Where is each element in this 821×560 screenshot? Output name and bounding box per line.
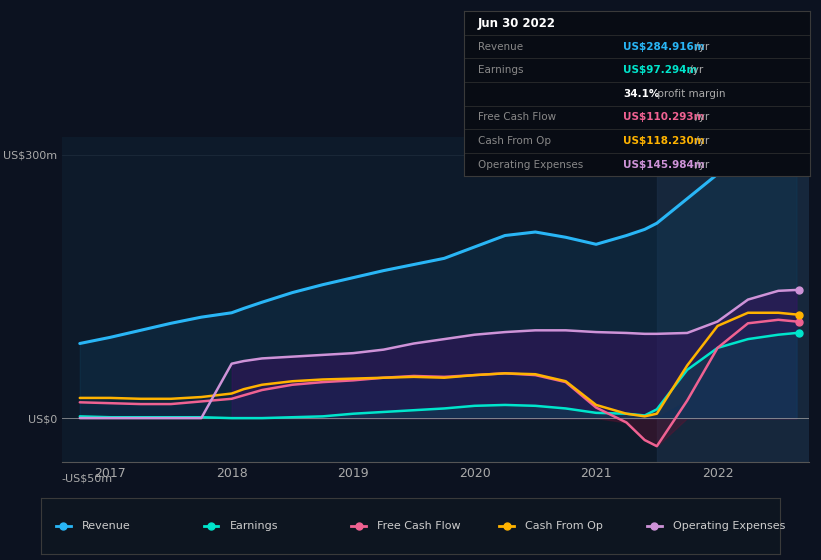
Text: Revenue: Revenue <box>478 41 523 52</box>
Text: profit margin: profit margin <box>654 89 726 99</box>
Text: Operating Expenses: Operating Expenses <box>673 521 785 531</box>
Bar <box>657 137 809 462</box>
Text: /yr: /yr <box>692 113 709 123</box>
Text: US$284.916m: US$284.916m <box>623 41 705 52</box>
Text: Free Cash Flow: Free Cash Flow <box>478 113 556 123</box>
Text: Jun 30 2022: Jun 30 2022 <box>478 16 556 30</box>
Text: Earnings: Earnings <box>230 521 278 531</box>
Text: US$145.984m: US$145.984m <box>623 160 705 170</box>
Text: Cash From Op: Cash From Op <box>478 136 551 146</box>
Text: /yr: /yr <box>692 160 709 170</box>
Text: /yr: /yr <box>686 65 703 75</box>
Text: US$118.230m: US$118.230m <box>623 136 705 146</box>
Text: /yr: /yr <box>692 41 709 52</box>
Text: /yr: /yr <box>692 136 709 146</box>
Text: -US$50m: -US$50m <box>62 473 112 483</box>
Text: Revenue: Revenue <box>82 521 131 531</box>
Text: US$97.294m: US$97.294m <box>623 65 698 75</box>
Text: US$110.293m: US$110.293m <box>623 113 704 123</box>
Text: Operating Expenses: Operating Expenses <box>478 160 583 170</box>
Text: Earnings: Earnings <box>478 65 523 75</box>
Text: Free Cash Flow: Free Cash Flow <box>378 521 461 531</box>
Text: Cash From Op: Cash From Op <box>525 521 603 531</box>
Text: 34.1%: 34.1% <box>623 89 659 99</box>
